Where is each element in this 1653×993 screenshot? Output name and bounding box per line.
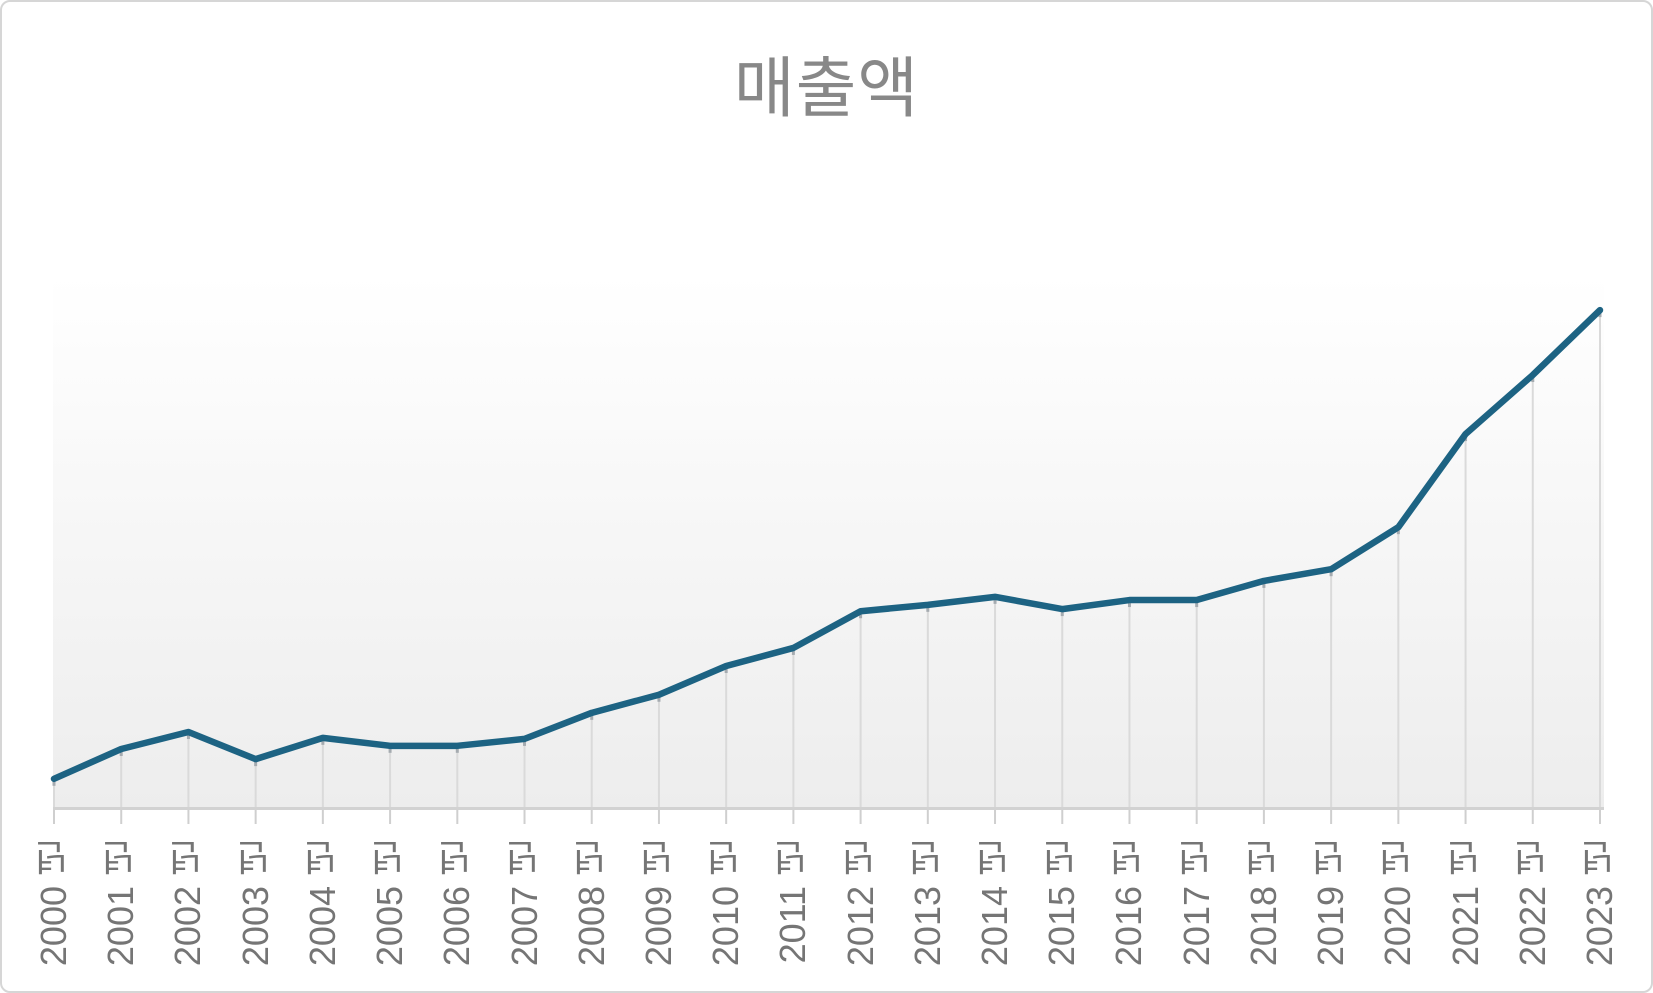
chart-title: 매출액 bbox=[733, 51, 920, 125]
plot-background bbox=[53, 275, 1604, 807]
revenue-line-series bbox=[50, 306, 1604, 783]
